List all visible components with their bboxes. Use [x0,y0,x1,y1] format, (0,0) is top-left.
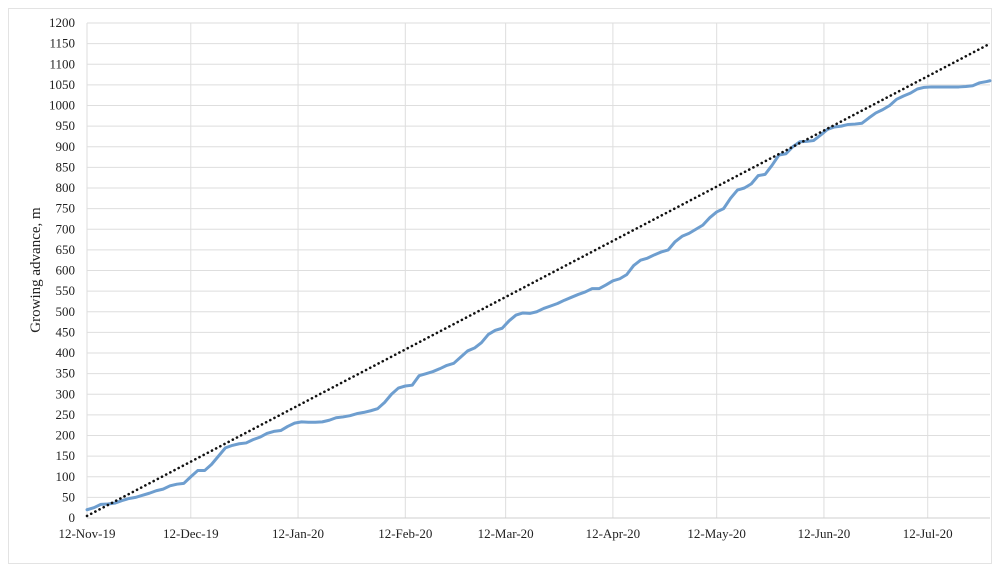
y-tick-label: 1050 [49,77,75,92]
series-group [85,42,992,518]
y-tick-label: 250 [56,407,76,422]
x-axis-ticks: 12-Nov-19 12-Dec-19 12-Jan-20 12-Feb-20 12-M… [58,526,952,541]
y-tick-label: 50 [62,489,75,504]
x-tick-label: 12-Feb-20 [378,526,432,541]
y-tick-label: 650 [56,242,76,257]
growing-advance-line [85,79,992,512]
y-tick-label: 1150 [49,36,75,51]
x-tick-label: 12-Apr-20 [586,526,641,541]
y-tick-label: 1100 [49,56,75,71]
y-tick-label: 150 [56,448,76,463]
y-tick-label: 900 [56,139,76,154]
y-tick-label: 200 [56,428,76,443]
x-tick-label: 12-May-20 [687,526,746,541]
y-tick-label: 950 [56,118,76,133]
gridlines [86,22,990,519]
x-tick-label: 12-Nov-19 [58,526,115,541]
y-axis-ticks: 0 50 100 150 200 250 300 350 400 450 500 550 600 650 7… [49,15,75,525]
y-tick-label: 750 [56,201,76,216]
x-tick-label: 12-Dec-19 [163,526,219,541]
y-tick-label: 1000 [49,98,75,113]
y-tick-label: 100 [56,469,76,484]
y-tick-label: 450 [56,324,76,339]
y-tick-label: 850 [56,159,76,174]
y-tick-label: 0 [69,510,76,525]
y-tick-label: 800 [56,180,76,195]
y-tick-label: 350 [56,366,76,381]
y-axis-title: Growing advance, m [28,207,44,333]
y-tick-label: 300 [56,386,76,401]
y-tick-label: 700 [56,221,76,236]
chart-frame [8,8,992,564]
x-tick-label: 12-Jul-20 [903,526,953,541]
x-tick-label: 12-Mar-20 [478,526,534,541]
y-tick-label: 600 [56,263,76,278]
x-tick-label: 12-Jun-20 [798,526,851,541]
y-tick-label: 500 [56,304,76,319]
y-tick-label: 400 [56,345,76,360]
x-tick-label: 12-Jan-20 [272,526,324,541]
trend-line [85,42,992,518]
y-tick-label: 550 [56,283,76,298]
y-tick-label: 1200 [49,15,75,30]
